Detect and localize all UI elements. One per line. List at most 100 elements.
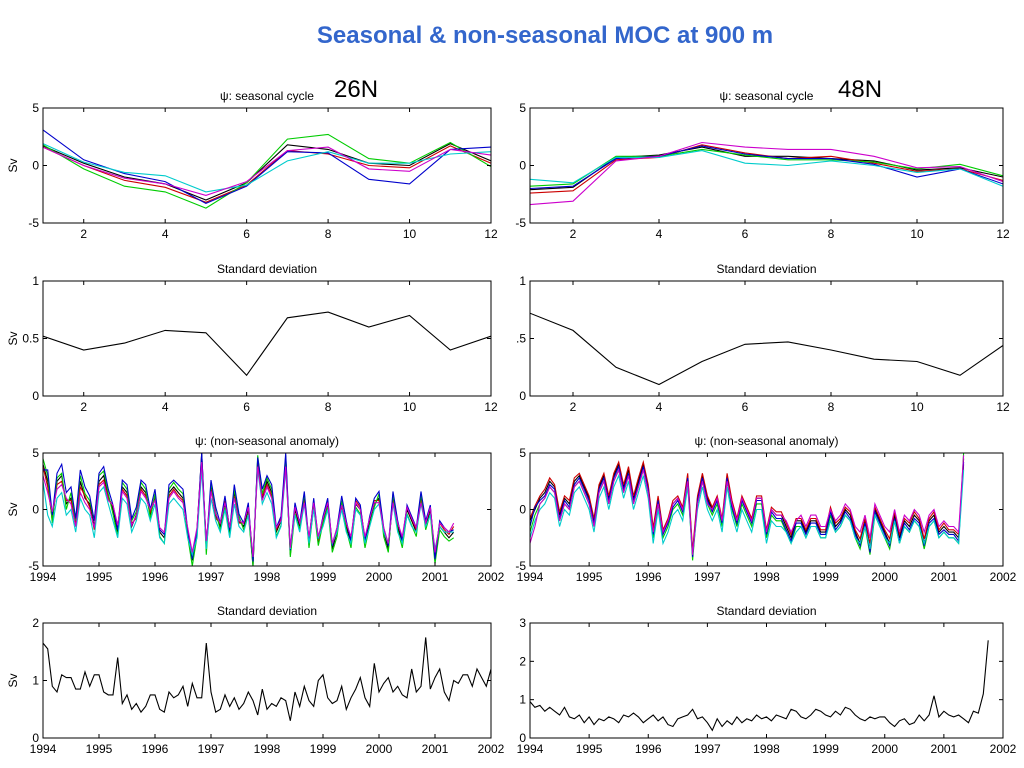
series-group xyxy=(530,453,965,561)
y-tick-label: 1 xyxy=(32,674,39,688)
x-tick-label: 2001 xyxy=(422,570,449,584)
chart-anomaly-26N: ψ: (non-seasonal anomaly) 1994 1995 1996 199… xyxy=(6,434,505,584)
series-line-1 xyxy=(43,637,491,721)
chart-std-seasonal-48N: Standard deviation 2 4 6 8 10 12 0 .5 1 xyxy=(516,262,1010,414)
axes-frame xyxy=(529,280,1004,397)
series-group xyxy=(530,312,1003,386)
x-tick-label: 8 xyxy=(325,400,332,414)
x-tick-label: 2000 xyxy=(366,570,393,584)
y-tick-label: 0 xyxy=(519,503,526,517)
series-line-6 xyxy=(43,461,455,558)
chart-std-seasonal-26N: Standard deviation 2 4 6 8 10 12 0 0.5 1 Sv xyxy=(6,262,498,414)
x-tick-label: 6 xyxy=(243,227,250,241)
series-group xyxy=(530,640,989,732)
series-line-1 xyxy=(530,312,1003,386)
x-tick-label: 1998 xyxy=(753,742,780,756)
x-tick-label: 1994 xyxy=(517,742,544,756)
series-line-3 xyxy=(43,455,455,566)
x-tick-label: 2000 xyxy=(871,570,898,584)
x-tick-label: 1995 xyxy=(576,742,603,756)
y-tick-label: 5 xyxy=(32,446,39,460)
latitude-label-48N: 48N xyxy=(838,76,883,103)
series-group xyxy=(43,637,491,721)
y-tick-label: 0 xyxy=(519,159,526,173)
series-line-1 xyxy=(43,311,491,377)
x-tick-label: 1996 xyxy=(635,742,662,756)
series-line-5 xyxy=(530,469,965,555)
x-tick-label: 2002 xyxy=(990,742,1017,756)
x-tick-label: 2 xyxy=(80,227,87,241)
x-tick-label: 4 xyxy=(656,227,663,241)
y-tick-label: 0.5 xyxy=(22,332,39,346)
x-tick-label: 4 xyxy=(656,400,663,414)
x-tick-label: 10 xyxy=(910,227,924,241)
series-group xyxy=(43,129,491,209)
y-tick-label: 5 xyxy=(519,446,526,460)
series-group xyxy=(43,453,455,566)
y-axis-label: Sv xyxy=(6,673,20,687)
y-tick-label: 0 xyxy=(32,159,39,173)
x-tick-label: 6 xyxy=(742,227,749,241)
x-tick-label: 2002 xyxy=(478,742,505,756)
x-tick-label: 1996 xyxy=(635,570,662,584)
series-line-4 xyxy=(43,129,491,205)
series-line-4 xyxy=(530,145,1003,190)
series-group xyxy=(43,311,491,377)
x-tick-label: 1999 xyxy=(812,742,839,756)
chart-seasonal-48N: ψ: seasonal cycle 2 4 6 8 10 12 -5 0 5 xyxy=(515,89,1010,241)
y-tick-label: -5 xyxy=(515,559,526,573)
x-tick-label: 4 xyxy=(162,227,169,241)
y-axis-label: Sv xyxy=(6,502,20,516)
x-tick-label: 1999 xyxy=(310,742,337,756)
chart-std-anomaly-26N: Standard deviation 1994 1995 1996 1997 1998 19… xyxy=(6,604,505,756)
x-tick-label: 6 xyxy=(742,400,749,414)
chart-title: ψ: (non-seasonal anomaly) xyxy=(695,434,839,448)
axes-frame xyxy=(529,452,1004,567)
chart-title: ψ: (non-seasonal anomaly) xyxy=(195,434,339,448)
chart-title: Standard deviation xyxy=(217,262,317,276)
x-tick-label: 1998 xyxy=(254,570,281,584)
x-tick-label: 1999 xyxy=(310,570,337,584)
x-tick-label: 1996 xyxy=(142,570,169,584)
chart-title: Standard deviation xyxy=(716,262,816,276)
x-tick-label: 8 xyxy=(325,227,332,241)
y-tick-label: 0 xyxy=(32,389,39,403)
y-tick-label: -5 xyxy=(28,559,39,573)
x-tick-label: 10 xyxy=(403,227,417,241)
y-tick-label: 2 xyxy=(32,616,39,630)
series-line-5 xyxy=(43,143,491,193)
y-tick-label: -5 xyxy=(28,216,39,230)
x-tick-label: 1998 xyxy=(753,570,780,584)
chart-title: Standard deviation xyxy=(716,604,816,618)
y-axis-label: Sv xyxy=(6,158,20,172)
x-tick-label: 12 xyxy=(996,400,1010,414)
y-tick-label: .5 xyxy=(516,332,526,346)
series-line-6 xyxy=(43,146,491,196)
chart-title: Standard deviation xyxy=(217,604,317,618)
series-line-6 xyxy=(530,141,1003,206)
series-line-5 xyxy=(530,150,1003,187)
x-tick-label: 2 xyxy=(570,227,577,241)
x-tick-label: 1997 xyxy=(198,742,225,756)
x-tick-label: 1994 xyxy=(30,742,57,756)
x-tick-label: 8 xyxy=(828,227,835,241)
y-tick-label: 5 xyxy=(32,101,39,115)
series-line-2 xyxy=(43,145,491,203)
x-tick-label: 2001 xyxy=(931,742,958,756)
x-tick-label: 2001 xyxy=(931,570,958,584)
series-line-5 xyxy=(43,469,454,557)
axes-frame xyxy=(529,622,1004,739)
x-tick-label: 8 xyxy=(828,400,835,414)
x-tick-label: 1994 xyxy=(30,570,57,584)
series-line-3 xyxy=(43,133,491,209)
x-tick-label: 2001 xyxy=(422,742,449,756)
series-line-1 xyxy=(530,640,989,732)
x-tick-label: 2 xyxy=(80,400,87,414)
chart-std-anomaly-48N: Standard deviation 1994 1995 1996 1997 1998 19… xyxy=(517,604,1017,756)
page-title: Seasonal & non-seasonal MOC at 900 m xyxy=(316,22,774,49)
y-tick-label: 1 xyxy=(519,693,526,707)
x-tick-label: 1995 xyxy=(576,570,603,584)
x-tick-label: 1996 xyxy=(142,742,169,756)
x-tick-label: 1994 xyxy=(517,570,544,584)
